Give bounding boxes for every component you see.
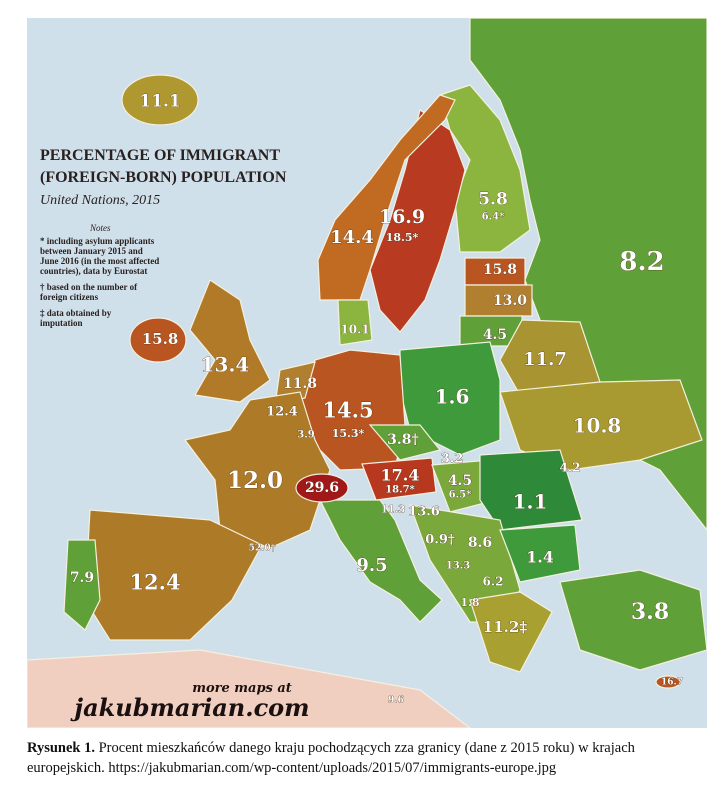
title-line: (FOREIGN-BORN) POPULATION [40, 169, 287, 186]
value-label: 17.4 [381, 466, 420, 485]
value-label: 11.3 [381, 505, 405, 516]
note-line: between January 2015 and [40, 246, 143, 256]
value-label: 6.5* [449, 490, 472, 501]
value-label: 12.4 [129, 570, 180, 595]
value-label: 1.4 [526, 548, 554, 567]
value-label: 11.1 [139, 92, 180, 112]
value-label: 10.8 [573, 414, 622, 438]
subtitle: United Nations, 2015 [40, 193, 160, 208]
note-line: ‡ data obtained by [40, 308, 112, 318]
value-label: 52.0† [249, 544, 276, 554]
value-label: 3.9 [297, 430, 314, 441]
value-label: 18.5* [386, 231, 419, 244]
value-label: 29.6 [305, 480, 339, 496]
value-label: 1.1 [513, 490, 548, 514]
value-label: 14.4 [330, 227, 374, 248]
value-label: 4.2 [560, 461, 581, 475]
value-label: 0.9† [425, 533, 455, 548]
notes-heading: Notes [89, 223, 111, 233]
caption-label: Rysunek 1. [27, 740, 95, 756]
note-line: † based on the number of [40, 282, 138, 292]
value-label: 12.4 [266, 405, 298, 420]
value-label: 15.8 [483, 262, 517, 278]
value-label: 9.6 [388, 696, 404, 706]
value-label: 14.5 [322, 398, 373, 423]
note-line: countries), data by Eurostat [40, 266, 147, 276]
watermark-small: more maps at [192, 681, 292, 696]
value-label: 5.8 [478, 190, 508, 210]
value-label: 12.0 [227, 467, 283, 494]
value-labels: 11.1 14.416.9 18.5* 5.8 6.4* 8.2 15.8 13.0 4.5 11… [70, 91, 684, 706]
value-label: 8.2 [619, 247, 664, 277]
value-label: 4.5 [483, 327, 507, 343]
value-label: 1.8 [460, 596, 479, 609]
value-label: 10.1 [340, 323, 369, 337]
note-line: imputation [40, 318, 83, 328]
value-label: 4.5 [448, 473, 472, 489]
value-label: 11.7 [523, 349, 567, 370]
caption-text: Procent mieszkańców danego kraju pochodz… [27, 740, 635, 776]
note-line: June 2016 (in the most affected [40, 256, 159, 266]
value-label: 18.7* [385, 485, 415, 496]
caption: Rysunek 1. Procent mieszkańców danego kr… [27, 738, 712, 778]
note-line: foreign citizens [40, 292, 99, 302]
value-label: 8.6 [468, 535, 492, 551]
value-label: 16.9 [379, 206, 425, 228]
value-label: 16.7 [661, 678, 683, 688]
value-label: 13.6 [408, 505, 440, 520]
value-label: 1.6 [435, 385, 470, 409]
value-label: 3.8† [387, 432, 419, 448]
value-label: 13.3 [446, 561, 470, 572]
value-label: 15.3* [332, 427, 365, 440]
value-label: 9.5 [356, 555, 387, 576]
value-label: 7.9 [70, 570, 94, 586]
note-line: * including asylum applicants [40, 236, 155, 246]
value-label: 6.4* [482, 212, 505, 223]
value-label: 15.8 [142, 330, 179, 348]
countries [27, 18, 707, 728]
map: PERCENTAGE OF IMMIGRANT (FOREIGN-BORN) P… [27, 18, 707, 728]
value-label: 13.4 [201, 353, 250, 377]
value-label: 13.0 [493, 293, 527, 309]
value-label: 6.2 [483, 575, 504, 589]
watermark-large: jakubmarian.com [70, 693, 309, 722]
value-label: 3.2 [441, 452, 464, 467]
value-label: 3.8 [631, 599, 669, 625]
notes: Notes * including asylum applicantsbetwe… [40, 223, 159, 328]
value-label: 11.2‡ [483, 618, 528, 636]
value-label: 11.8 [283, 376, 317, 392]
title-line: PERCENTAGE OF IMMIGRANT [40, 147, 280, 164]
